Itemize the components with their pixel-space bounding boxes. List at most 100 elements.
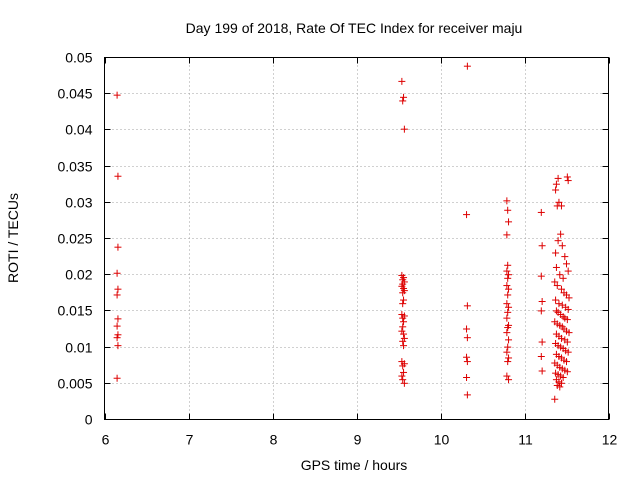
- data-point: [114, 315, 122, 323]
- data-point: [505, 303, 513, 311]
- data-point: [399, 362, 407, 370]
- data-point: [503, 314, 511, 322]
- data-point: [556, 383, 564, 391]
- data-points: [113, 62, 573, 403]
- data-point: [114, 342, 122, 350]
- data-point: [551, 278, 559, 286]
- data-point: [463, 325, 471, 333]
- x-tick-label: 6: [102, 432, 110, 448]
- data-point: [565, 294, 573, 302]
- data-point: [463, 334, 471, 342]
- x-axis-label: GPS time / hours: [301, 457, 408, 473]
- data-point: [400, 379, 408, 387]
- data-point: [554, 174, 562, 182]
- data-point: [399, 323, 407, 331]
- data-point: [399, 337, 407, 345]
- y-tick-label: 0.025: [57, 231, 92, 247]
- data-point: [538, 367, 546, 375]
- data-point: [538, 297, 546, 305]
- grid: [104, 57, 609, 420]
- x-tick-labels: 6 7 8 9 10 11 12: [102, 432, 618, 448]
- data-point: [554, 237, 562, 245]
- data-point: [463, 62, 471, 70]
- data-point: [114, 172, 122, 180]
- data-point: [399, 97, 407, 105]
- data-point: [563, 260, 570, 268]
- data-point: [113, 374, 121, 382]
- data-point: [505, 376, 513, 384]
- data-point: [561, 253, 569, 261]
- data-point: [113, 269, 121, 277]
- data-point: [557, 230, 565, 238]
- data-point: [552, 249, 560, 257]
- data-point: [503, 348, 511, 356]
- plot-frame: [104, 57, 609, 420]
- data-point: [503, 329, 511, 337]
- y-tick-label: 0.015: [57, 303, 92, 319]
- data-point: [552, 296, 560, 304]
- data-point: [563, 173, 571, 181]
- data-point: [556, 271, 564, 279]
- x-tick-label: 8: [270, 432, 278, 448]
- x-tick-label: 7: [186, 432, 194, 448]
- data-point: [463, 302, 471, 310]
- data-point: [399, 300, 407, 308]
- data-point: [565, 329, 573, 337]
- data-point: [504, 358, 512, 366]
- x-tick-label: 9: [354, 432, 362, 448]
- data-point: [557, 202, 565, 210]
- data-point: [113, 322, 121, 330]
- data-point: [564, 267, 572, 275]
- data-point: [563, 368, 571, 376]
- data-point: [564, 348, 572, 356]
- data-point: [551, 395, 559, 403]
- data-point: [400, 318, 408, 326]
- data-point: [504, 308, 512, 316]
- data-point: [463, 391, 471, 399]
- y-tick-label: 0.05: [65, 50, 92, 66]
- y-tick-label: 0.02: [65, 267, 92, 283]
- data-point: [504, 274, 512, 282]
- data-point: [559, 313, 567, 321]
- data-point: [538, 338, 546, 346]
- data-point: [504, 206, 512, 214]
- data-point: [503, 282, 511, 290]
- data-point: [113, 91, 121, 99]
- y-axis-label: ROTI / TECUs: [5, 193, 21, 283]
- y-tick-label: 0.005: [57, 376, 92, 392]
- data-point: [557, 285, 565, 293]
- data-point: [505, 218, 513, 226]
- data-point: [504, 261, 512, 269]
- x-tick-label: 10: [434, 432, 450, 448]
- data-point: [559, 274, 567, 282]
- data-point: [504, 324, 512, 332]
- data-point: [400, 125, 408, 133]
- y-tick-labels: 0 0.005 0.01 0.015 0.02 0.025 0.03 0.035 0.04 0.0…: [57, 50, 92, 428]
- data-point: [503, 372, 511, 380]
- chart-title: Day 199 of 2018, Rate Of TEC Index for r…: [186, 20, 523, 36]
- data-point: [563, 316, 571, 324]
- y-tick-label: 0.035: [57, 159, 92, 175]
- data-point: [398, 77, 406, 85]
- data-point: [558, 242, 566, 250]
- data-point: [505, 271, 513, 279]
- data-point: [552, 263, 560, 271]
- data-point: [537, 208, 545, 216]
- data-point: [552, 186, 560, 194]
- data-point: [399, 289, 407, 297]
- data-point: [400, 93, 408, 101]
- data-point: [505, 285, 513, 293]
- data-point: [113, 334, 121, 342]
- data-point: [503, 231, 511, 239]
- data-point: [552, 307, 560, 315]
- data-point: [557, 334, 565, 342]
- data-point: [503, 267, 511, 275]
- data-point: [563, 358, 570, 366]
- y-tick-label: 0.04: [65, 122, 92, 138]
- data-point: [463, 374, 471, 382]
- data-point: [555, 300, 563, 308]
- data-point: [463, 353, 471, 361]
- y-tick-label: 0: [85, 412, 93, 428]
